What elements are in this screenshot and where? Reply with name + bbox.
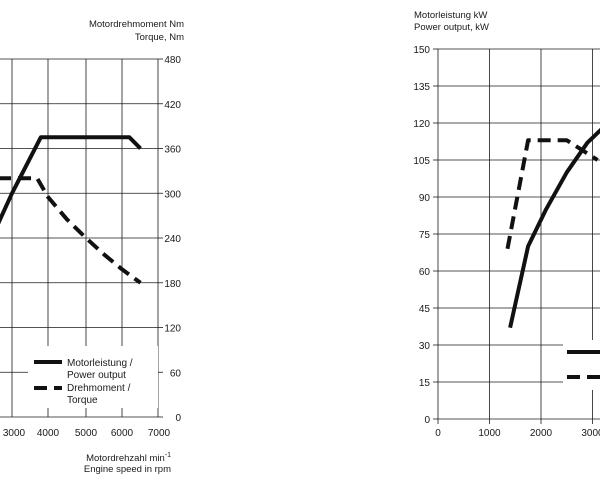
right-series xyxy=(505,127,600,329)
left-axis-title-en: Power output, kW xyxy=(414,22,489,33)
legend-torque-label-en: Torque xyxy=(67,395,98,406)
right-tick-labels: 0 15 30 45 60 75 90 105 120 135 150 0 1000 2000 3000 xyxy=(413,45,600,439)
right-grid xyxy=(437,48,600,420)
x-axis-title-superscript: -1 xyxy=(165,452,171,459)
right-y-tick-label: 45 xyxy=(419,304,431,315)
left-y-tick-label: 180 xyxy=(164,279,181,290)
x-axis-title-en: Engine speed in rpm xyxy=(84,464,171,475)
left-x-tick-label: 3000 xyxy=(3,428,26,439)
x-axis-title-de-main: Motordrehzahl min xyxy=(86,453,165,464)
left-y-tick-label: 360 xyxy=(164,145,181,156)
left-x-tick-label: 4000 xyxy=(37,428,60,439)
right-y-tick-label: 30 xyxy=(419,341,431,352)
power-output-line xyxy=(0,135,142,225)
legend-power-label-de: Motorleistung / xyxy=(67,358,133,369)
left-y-tick-label: 480 xyxy=(164,55,181,66)
left-series xyxy=(0,135,142,285)
x-axis-title-de: Motordrehzahl min-1 xyxy=(86,452,171,464)
right-y-tick-label: 120 xyxy=(413,119,430,130)
right-legend-fragment xyxy=(563,340,600,390)
left-y-tick-label: 60 xyxy=(170,368,182,379)
left-x-tick-label: 5000 xyxy=(75,428,98,439)
right-y-tick-label: 135 xyxy=(413,82,430,93)
left-x-tick-label: 6000 xyxy=(111,428,134,439)
right-x-tick-label: 0 xyxy=(435,428,441,439)
left-tick-labels: 0 60 120 180 240 300 360 420 480 3000 4000 5000 6000… xyxy=(3,55,182,439)
right-y-tick-label: 90 xyxy=(419,193,431,204)
right-x-tick-label: 2000 xyxy=(530,428,553,439)
left-axis-title-de: Motorleistung kW xyxy=(414,10,487,21)
left-y-tick-label: 240 xyxy=(164,234,181,245)
right-axis-title-de: Motordrehmoment Nm xyxy=(89,19,184,30)
right-legend-box xyxy=(563,340,600,390)
torque-line xyxy=(0,176,142,285)
right-y-tick-label: 15 xyxy=(419,378,431,389)
right-chart: Motorleistung kW Power output, kW 0 15 30 4… xyxy=(413,10,600,439)
right-y-tick-label: 105 xyxy=(413,156,430,167)
right-y-tick-label: 150 xyxy=(413,45,430,56)
left-y-tick-label: 420 xyxy=(164,100,181,111)
right-power-output-line xyxy=(508,127,600,329)
left-chart: Motordrehmoment Nm Torque, Nm 0 60 120 180 2… xyxy=(0,19,184,475)
left-legend: Motorleistung / Power output Drehmoment … xyxy=(28,346,158,408)
left-y-tick-label: 300 xyxy=(164,189,181,200)
right-y-tick-label: 60 xyxy=(419,267,431,278)
right-axis-title-en: Torque, Nm xyxy=(135,32,184,43)
legend-torque-label-de: Drehmoment / xyxy=(67,383,131,394)
right-torque-line xyxy=(505,138,599,250)
right-y-tick-label: 75 xyxy=(419,230,431,241)
legend-box xyxy=(28,346,158,408)
right-x-tick-label: 1000 xyxy=(478,428,501,439)
left-y-tick-label: 120 xyxy=(164,324,181,335)
legend-power-label-en: Power output xyxy=(67,370,126,381)
left-x-tick-label: 7000 xyxy=(148,428,171,439)
right-y-tick-label: 0 xyxy=(424,415,430,426)
left-y-tick-label: 0 xyxy=(175,413,181,424)
right-x-tick-label: 3000 xyxy=(581,428,600,439)
